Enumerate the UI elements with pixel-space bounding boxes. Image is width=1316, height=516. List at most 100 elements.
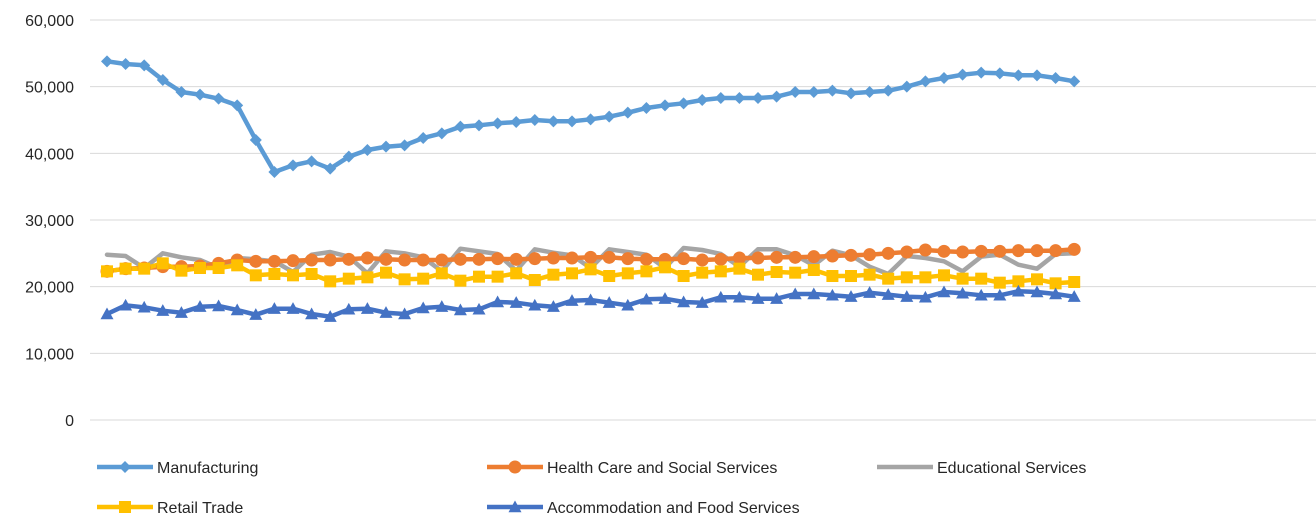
data-point-s3	[417, 272, 430, 285]
data-point-s1	[509, 252, 523, 266]
data-point-s3	[324, 275, 337, 288]
data-point-s0	[249, 134, 262, 146]
data-point-s1	[508, 460, 522, 474]
data-point-s1	[732, 251, 746, 265]
data-point-s4	[360, 302, 374, 314]
data-point-s1	[416, 253, 430, 267]
data-point-s3	[491, 270, 504, 283]
data-point-s3	[1031, 273, 1043, 286]
data-point-s3	[938, 269, 950, 282]
data-point-s1	[695, 253, 709, 267]
data-point-s0	[528, 114, 541, 126]
data-point-s4	[900, 290, 914, 302]
data-point-s1	[584, 250, 598, 264]
data-point-s4	[267, 302, 281, 314]
data-point-s4	[937, 285, 951, 298]
data-point-s0	[138, 59, 151, 72]
data-point-s1	[286, 254, 300, 268]
data-point-s3	[807, 264, 820, 276]
legend-item: Retail Trade	[97, 500, 243, 516]
data-point-s4	[825, 288, 839, 301]
data-point-s4	[974, 288, 988, 301]
data-point-s3	[454, 274, 467, 287]
data-point-s0	[194, 88, 206, 101]
series-markers	[100, 55, 1081, 322]
data-point-s4	[546, 300, 560, 312]
data-point-s4	[751, 292, 765, 304]
data-point-s1	[825, 249, 839, 263]
data-point-s4	[1011, 284, 1025, 297]
data-point-s1	[956, 245, 970, 259]
series-markers-0	[101, 55, 1081, 178]
data-point-s1	[881, 246, 895, 260]
data-point-s4	[435, 300, 449, 312]
legend-label: Retail Trade	[157, 500, 243, 516]
data-point-s4	[714, 290, 728, 303]
data-point-s4	[918, 290, 932, 303]
data-point-s0	[845, 87, 857, 100]
data-point-s3	[621, 267, 634, 280]
data-point-s1	[918, 243, 932, 257]
data-point-s4	[658, 292, 672, 304]
data-point-s4	[844, 290, 858, 302]
data-point-s0	[287, 159, 299, 172]
data-point-s4	[528, 298, 542, 311]
data-point-s3	[156, 257, 169, 270]
data-point-s0	[1031, 69, 1043, 82]
data-point-s3	[770, 266, 783, 278]
data-point-s0	[342, 150, 355, 163]
data-point-s3	[975, 272, 988, 285]
data-point-s1	[677, 252, 691, 266]
data-point-s0	[919, 75, 932, 88]
data-point-s1	[639, 252, 653, 266]
data-point-s3	[287, 269, 299, 282]
data-point-s0	[789, 86, 802, 98]
data-point-s3	[566, 267, 578, 280]
data-point-s3	[956, 272, 969, 285]
data-point-s3	[1012, 275, 1025, 288]
data-point-s4	[881, 288, 895, 300]
data-point-s4	[993, 288, 1007, 301]
data-point-s0	[770, 90, 783, 103]
data-point-s3	[677, 270, 690, 282]
data-point-s3	[659, 261, 671, 274]
data-point-s3	[342, 272, 355, 285]
data-point-s4	[602, 296, 616, 308]
data-point-s4	[305, 307, 319, 320]
data-point-s4	[621, 298, 635, 311]
data-point-s3	[547, 268, 560, 281]
data-point-s4	[1030, 285, 1044, 298]
data-point-s0	[993, 67, 1006, 80]
data-point-s1	[974, 244, 988, 258]
data-point-s1	[249, 254, 263, 268]
data-point-s4	[956, 286, 970, 299]
legend-item: Manufacturing	[97, 460, 258, 477]
data-point-s4	[342, 302, 356, 315]
y-tick-label: 40,000	[25, 146, 74, 163]
data-point-s0	[1049, 72, 1062, 84]
data-point-s1	[565, 251, 579, 265]
data-point-s1	[602, 250, 616, 264]
data-point-s3	[603, 270, 616, 282]
series-markers-4	[100, 284, 1081, 322]
data-point-s1	[342, 252, 356, 266]
data-point-s4	[323, 310, 337, 322]
data-point-s4	[119, 298, 133, 311]
data-point-s3	[101, 265, 113, 278]
data-point-s4	[137, 300, 151, 313]
data-point-s0	[268, 166, 281, 178]
data-point-s0	[975, 66, 988, 79]
data-point-s3	[882, 272, 895, 285]
data-point-s0	[175, 86, 188, 98]
data-point-s3	[789, 266, 802, 279]
data-point-s4	[379, 306, 393, 318]
data-point-s4	[249, 308, 263, 320]
data-point-s0	[119, 461, 131, 473]
data-point-s0	[305, 155, 318, 168]
data-point-s3	[305, 268, 318, 280]
data-point-s4	[508, 500, 522, 513]
data-point-s4	[491, 295, 505, 308]
y-tick-label: 0	[65, 413, 74, 430]
legend-item: Accommodation and Food Services	[487, 500, 800, 516]
